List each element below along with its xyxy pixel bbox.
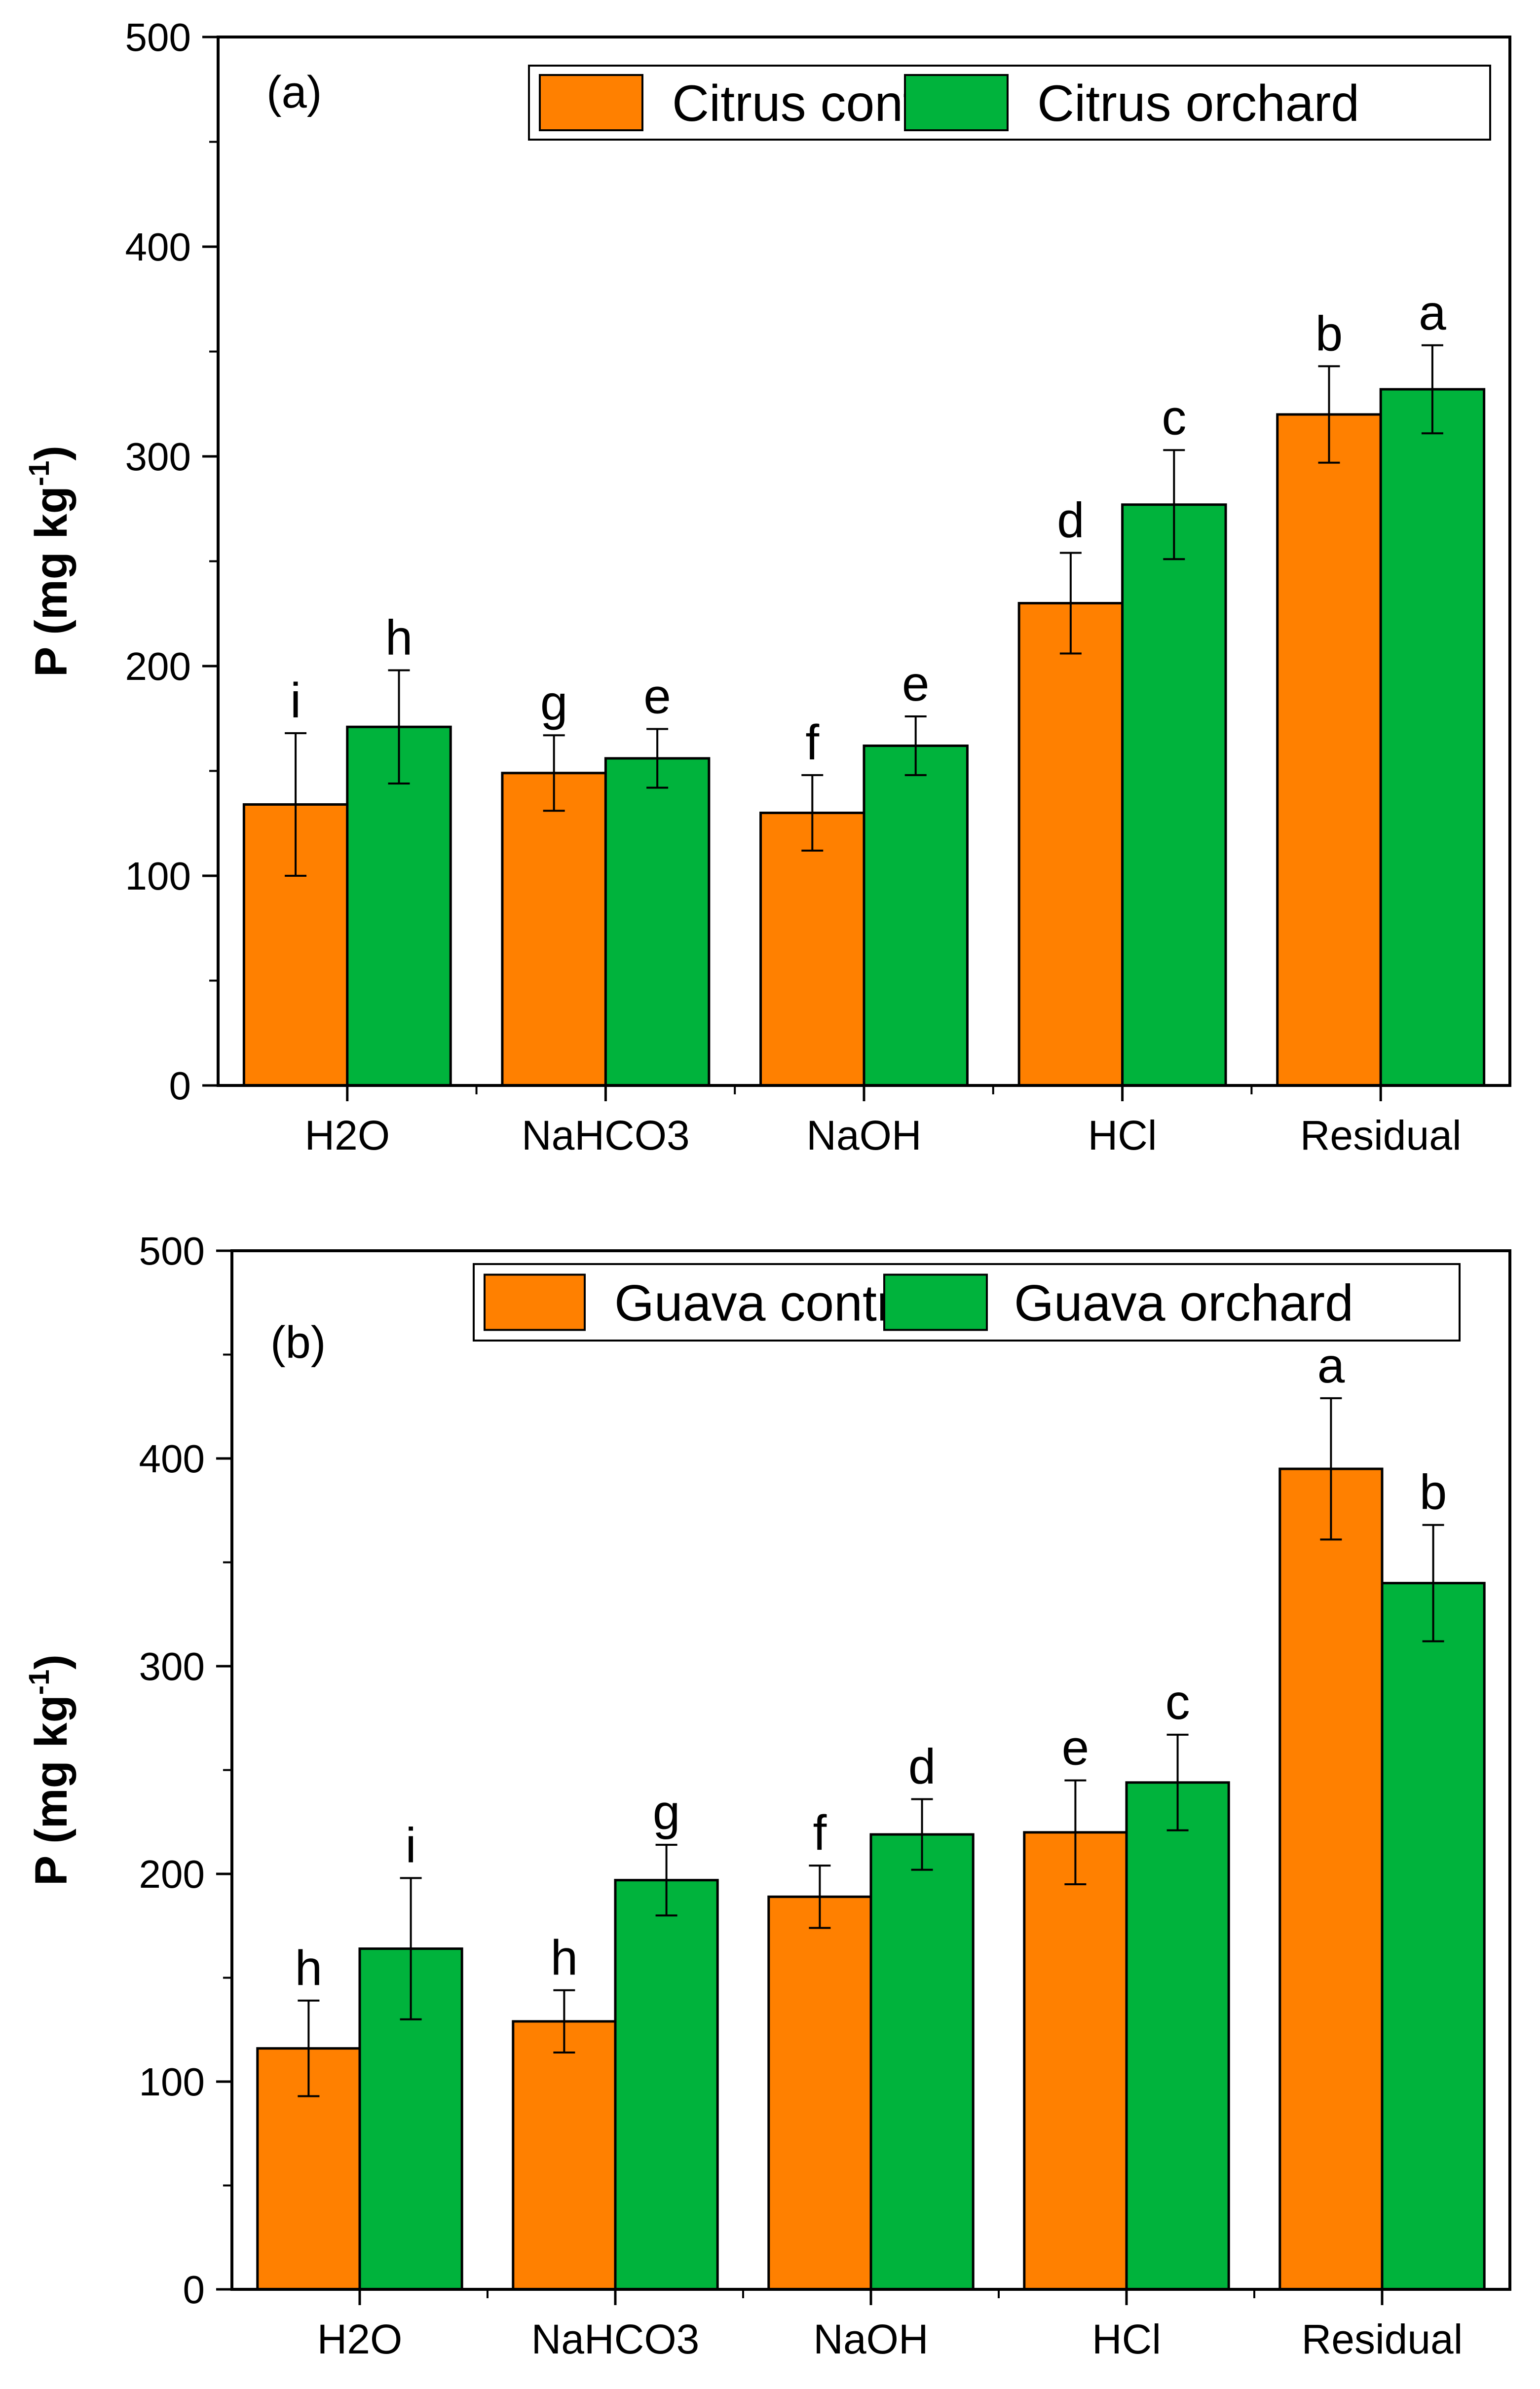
significance-letter: c	[1165, 1675, 1190, 1730]
y-tick-label: 500	[139, 1229, 205, 1273]
x-tick-label: NaHCO3	[531, 2316, 700, 2362]
legend-label-orchard: Guava orchard	[1014, 1275, 1353, 1332]
significance-letter: g	[653, 1785, 680, 1840]
bar	[604, 757, 711, 1087]
y-axis-title-main: P (mg kg	[26, 1695, 76, 1886]
legend-swatch-orchard	[883, 1273, 988, 1331]
plot-frame	[230, 1249, 1511, 2291]
panel-label: (a)	[266, 67, 322, 117]
legend-swatch-orchard	[904, 74, 1009, 131]
x-tick-label: NaOH	[813, 2316, 928, 2362]
bar	[501, 772, 607, 1087]
bar	[512, 2020, 617, 2291]
bar	[1023, 1831, 1128, 2291]
y-axis-title: P (mg kg-1)	[23, 1654, 76, 1886]
plot-frame	[217, 36, 1511, 1087]
y-axis-title-superscript: -1	[23, 461, 55, 486]
y-tick-label: 0	[169, 1064, 191, 1108]
x-tick-label: Residual	[1302, 2316, 1463, 2362]
significance-letter: e	[1062, 1720, 1089, 1776]
legend-swatch-control	[484, 1273, 586, 1331]
y-tick-label: 400	[139, 1437, 205, 1481]
chart-panel-a: i h H2O g e NaHCO3 f e NaOH d c HCl b a Residual 0 100 20…	[23, 15, 1511, 1158]
bar	[767, 1895, 872, 2291]
y-tick-label: 400	[125, 225, 191, 269]
significance-letter: g	[540, 675, 568, 730]
significance-letter: e	[902, 656, 930, 711]
y-tick-label: 300	[125, 435, 191, 479]
y-axis-title-superscript: -1	[23, 1670, 55, 1695]
significance-letter: a	[1317, 1338, 1345, 1393]
x-tick-label: Residual	[1300, 1112, 1462, 1158]
x-tick-label: HCl	[1092, 2316, 1161, 2362]
y-tick-label: 300	[139, 1644, 205, 1688]
x-tick-label: NaOH	[806, 1112, 921, 1158]
legend-label-orchard: Citrus orchard	[1037, 75, 1359, 132]
significance-letter: e	[643, 669, 671, 724]
significance-letter: b	[1315, 306, 1343, 361]
significance-letter: a	[1419, 285, 1446, 340]
legend-swatch-control	[539, 74, 643, 131]
y-tick-label: 100	[139, 2060, 205, 2104]
y-axis-title-main: P (mg kg	[26, 486, 76, 677]
significance-letter: f	[813, 1805, 827, 1861]
significance-letter: d	[908, 1739, 936, 1794]
significance-letter: d	[1057, 493, 1085, 548]
significance-letter: i	[290, 673, 301, 728]
bar	[1379, 388, 1486, 1087]
bar	[614, 1879, 719, 2291]
chart-panel-b: h i H2O h g NaHCO3 f d NaOH e c HCl a b Residual 0 100 20…	[23, 1229, 1511, 2362]
significance-letter: c	[1162, 390, 1186, 445]
bar	[869, 1833, 975, 2291]
significance-letter: h	[385, 610, 413, 666]
x-tick-label: HCl	[1088, 1112, 1157, 1158]
significance-letter: b	[1420, 1465, 1447, 1520]
y-tick-label: 200	[125, 644, 191, 688]
significance-letter: h	[295, 1941, 323, 1996]
x-tick-label: H2O	[304, 1112, 390, 1158]
y-axis-title-close: )	[26, 1654, 76, 1670]
bar	[1278, 1467, 1384, 2291]
bar	[1276, 413, 1382, 1087]
y-axis-title: P (mg kg-1)	[23, 446, 76, 677]
bar	[863, 745, 969, 1087]
x-tick-label: H2O	[317, 2316, 403, 2362]
bar	[1017, 602, 1124, 1087]
y-tick-label: 200	[139, 1852, 205, 1896]
legend-label-control: Guava control	[614, 1275, 934, 1332]
x-tick-label: NaHCO3	[522, 1112, 690, 1158]
legend-box	[528, 65, 1491, 141]
significance-letter: h	[551, 1930, 578, 1985]
bar	[1381, 1582, 1486, 2291]
significance-letter: i	[405, 1818, 416, 1873]
bar	[759, 812, 865, 1087]
y-axis-title-close: )	[26, 446, 76, 461]
bar	[1125, 1781, 1230, 2291]
significance-letter: f	[805, 715, 819, 770]
panel-label: (b)	[270, 1317, 326, 1368]
bar	[1121, 503, 1227, 1087]
y-tick-label: 0	[183, 2268, 205, 2312]
y-tick-label: 500	[125, 15, 191, 59]
y-tick-label: 100	[125, 854, 191, 898]
